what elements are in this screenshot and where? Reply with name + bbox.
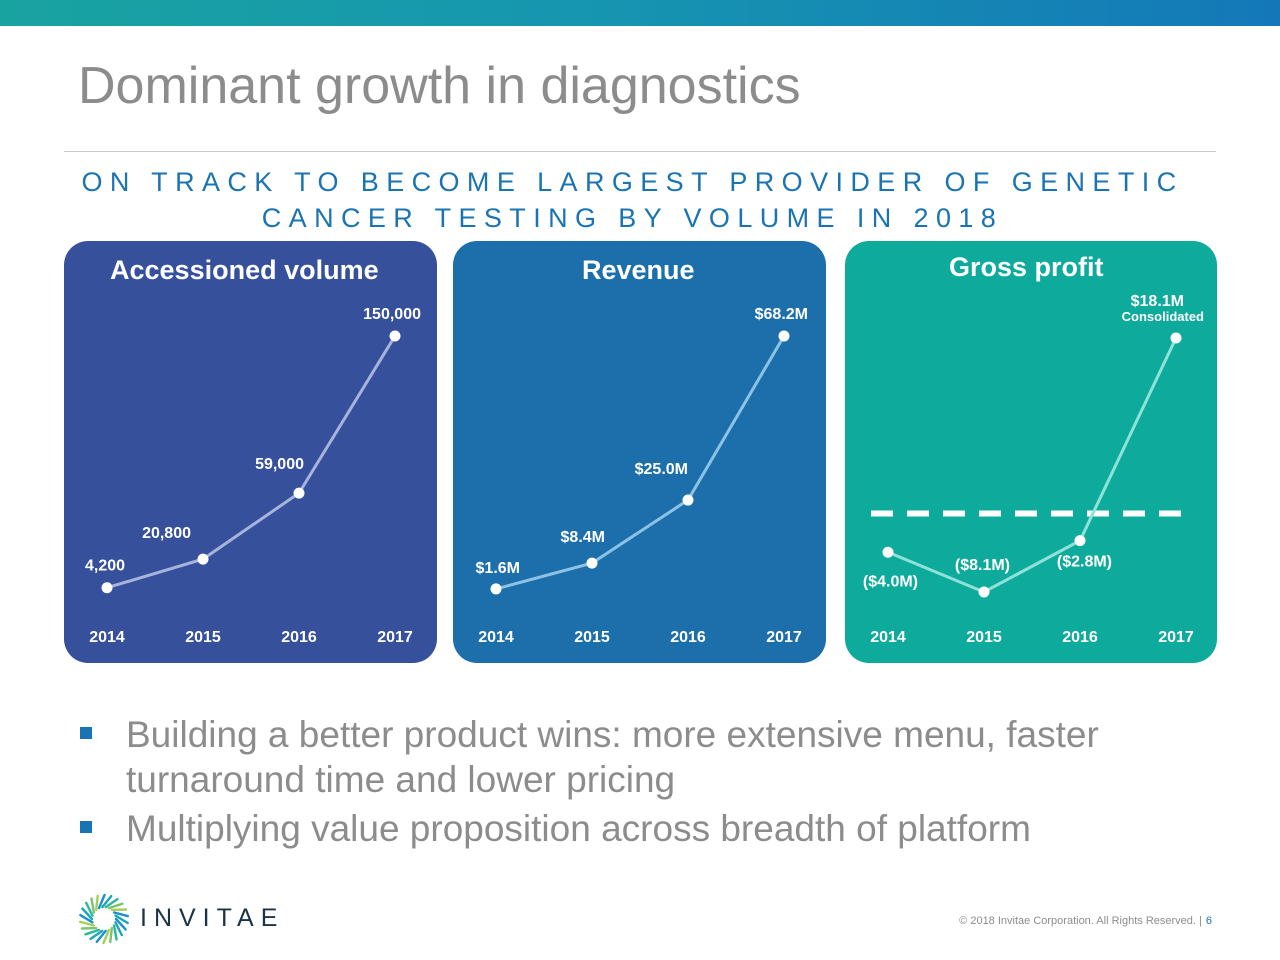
invitae-logo-icon xyxy=(78,893,130,945)
data-label: $18.1M xyxy=(1131,293,1184,310)
volume-chart-title: Accessioned volume xyxy=(110,255,379,285)
x-tick-label: 2017 xyxy=(766,629,802,646)
bullet-square-icon xyxy=(80,821,92,833)
data-label: 150,000 xyxy=(363,306,421,323)
logo-swirl-stroke xyxy=(78,920,96,927)
x-tick-label: 2014 xyxy=(870,629,906,646)
bullet-item: Multiplying value proposition across bre… xyxy=(80,806,1230,851)
logo-swirl-stroke xyxy=(85,901,94,917)
logo-swirl-stroke xyxy=(101,894,113,909)
bullet-item: Building a better product wins: more ext… xyxy=(80,712,1230,802)
x-tick-label: 2016 xyxy=(670,629,706,646)
logo-swirl-stroke xyxy=(81,907,94,921)
bullet-square-icon xyxy=(80,727,92,739)
logo-swirl-stroke xyxy=(79,913,94,924)
title-divider xyxy=(64,151,1216,152)
gross-profit-chart-panel: Gross profit ($4.0M) ($8.1M) ($2.8M) $18.1M… xyxy=(845,241,1217,663)
data-point xyxy=(586,557,598,569)
logo-swirl-stroke xyxy=(107,902,124,910)
data-label: ($8.1M) xyxy=(955,557,1010,574)
gross-profit-chart-title: Gross profit xyxy=(949,252,1104,282)
logo-wordmark: INVITAE xyxy=(140,904,285,932)
data-label: 20,800 xyxy=(142,525,191,542)
slide-subtitle: ON TRACK TO BECOME LARGEST PROVIDER OF G… xyxy=(0,164,1265,236)
data-label: $8.4M xyxy=(561,529,605,546)
volume-chart-panel: Accessioned volume 4,200 20,800 59,000 150,… xyxy=(64,241,437,663)
logo-swirl-stroke xyxy=(114,917,127,931)
x-tick-label: 2015 xyxy=(185,629,221,646)
data-label: ($4.0M) xyxy=(863,573,918,590)
data-annotation: Consolidated xyxy=(1122,309,1204,324)
logo-swirl-stroke xyxy=(89,929,104,941)
data-point xyxy=(1170,332,1182,344)
data-point xyxy=(197,553,209,565)
data-label: $68.2M xyxy=(755,306,808,323)
logo-swirl-stroke xyxy=(95,929,107,944)
copyright-text: © 2018 Invitae Corporation. All Rights R… xyxy=(959,915,1202,927)
series-line xyxy=(106,335,397,590)
x-tick-label: 2014 xyxy=(89,629,125,646)
x-tick-label: 2017 xyxy=(1158,629,1194,646)
data-point xyxy=(778,330,790,342)
top-accent-bar xyxy=(0,0,1280,26)
x-tick-label: 2016 xyxy=(1062,629,1098,646)
logo-swirl-stroke xyxy=(109,926,114,944)
logo-swirl-stroke xyxy=(84,928,101,936)
x-tick-label: 2017 xyxy=(377,629,413,646)
data-label: $25.0M xyxy=(635,461,688,478)
data-point xyxy=(389,330,401,342)
logo-swirl-stroke xyxy=(114,914,129,925)
x-tick-label: 2014 xyxy=(478,629,514,646)
data-label: 59,000 xyxy=(255,456,304,473)
logo-swirl-stroke xyxy=(97,893,106,910)
bullet-text: Building a better product wins: more ext… xyxy=(126,714,1099,800)
bullet-text: Multiplying value proposition across bre… xyxy=(126,808,1031,849)
data-point xyxy=(1074,535,1086,547)
footer-copyright: © 2018 Invitae Corporation. All Rights R… xyxy=(959,915,1212,927)
page-number: 6 xyxy=(1205,915,1212,927)
data-point xyxy=(490,583,502,595)
data-point xyxy=(882,546,894,558)
data-point xyxy=(978,586,990,598)
logo-swirl-stroke xyxy=(90,897,96,914)
bullet-list: Building a better product wins: more ext… xyxy=(80,712,1230,855)
x-tick-label: 2015 xyxy=(966,629,1002,646)
subtitle-line-1: ON TRACK TO BECOME LARGEST PROVIDER OF G… xyxy=(81,167,1184,197)
revenue-line-chart: $1.6M $8.4M $25.0M $68.2M 2014 2015 2016 2017 xyxy=(476,306,808,646)
data-label: 4,200 xyxy=(85,558,125,575)
revenue-chart-panel: Revenue $1.6M $8.4M $25.0M $68.2M 2014 2015 20… xyxy=(453,241,826,663)
data-point xyxy=(101,582,113,594)
x-tick-label: 2015 xyxy=(574,629,610,646)
logo-swirl-stroke xyxy=(112,924,118,941)
data-label: $1.6M xyxy=(476,560,520,577)
series-line xyxy=(495,335,786,591)
logo-swirl-stroke xyxy=(112,911,130,918)
logo-swirl-stroke xyxy=(114,921,123,937)
slide-title: Dominant growth in diagnostics xyxy=(78,57,801,115)
series-line xyxy=(887,337,1178,594)
x-tick-label: 2016 xyxy=(281,629,317,646)
subtitle-line-2: CANCER TESTING BY VOLUME IN 2018 xyxy=(261,203,1004,233)
logo-swirl-stroke xyxy=(102,928,111,945)
data-point xyxy=(682,494,694,506)
data-label: ($2.8M) xyxy=(1057,554,1112,571)
logo-swirl-stroke xyxy=(104,897,119,909)
data-point xyxy=(293,487,305,499)
volume-line-chart: 4,200 20,800 59,000 150,000 2014 2015 2016 2017 xyxy=(85,306,421,646)
revenue-chart-title: Revenue xyxy=(582,255,695,285)
logo-swirl-stroke xyxy=(94,894,99,912)
